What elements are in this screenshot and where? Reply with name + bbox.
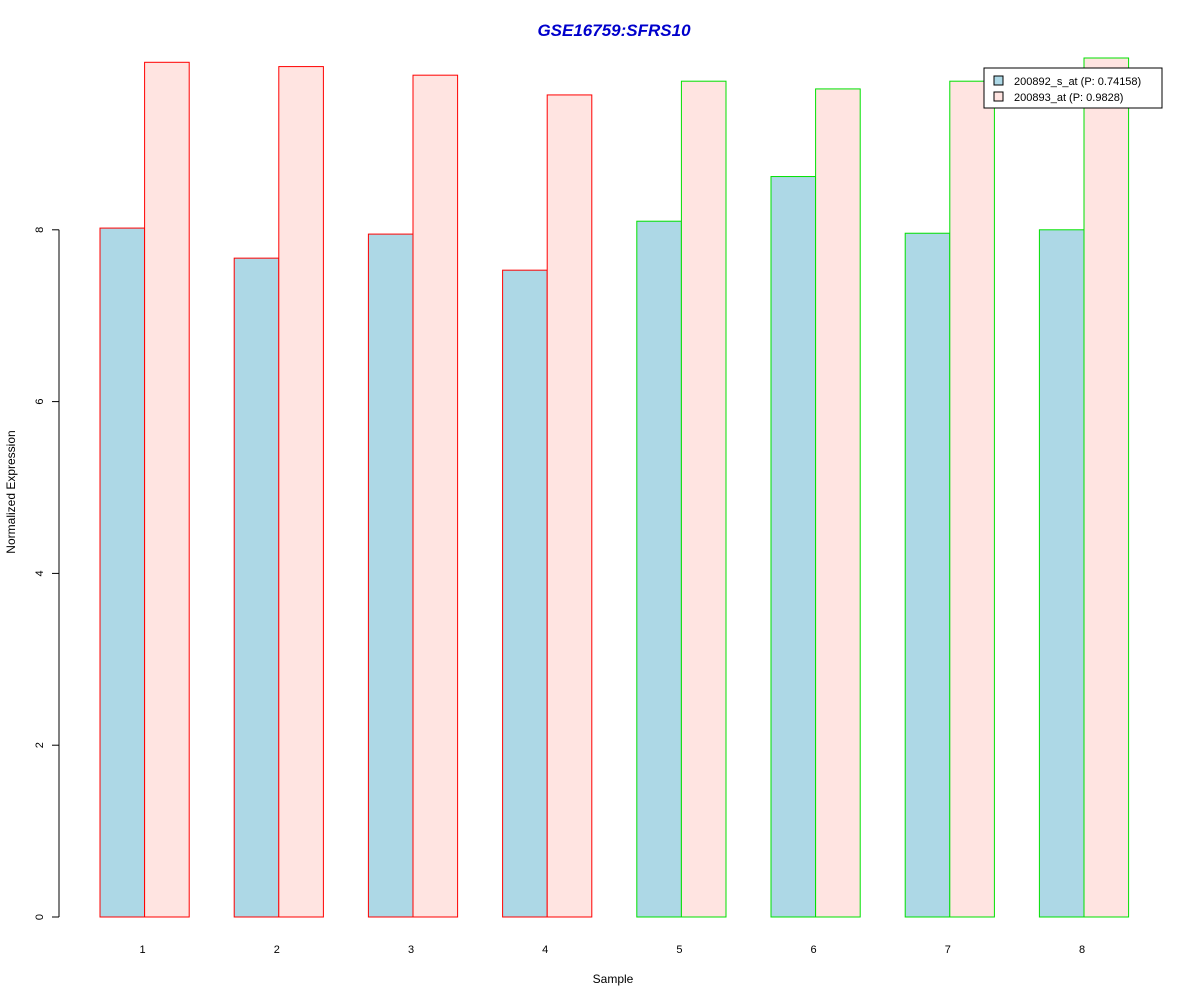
legend: 200892_s_at (P: 0.74158) 200893_at (P: 0.… — [983, 67, 1163, 109]
y-tick-label: 2 — [34, 742, 46, 748]
bar-series2-sample-6 — [815, 88, 861, 918]
x-tick-label: 6 — [811, 944, 817, 956]
x-tick-label: 8 — [1079, 944, 1085, 956]
bar-series1-sample-4 — [502, 269, 548, 918]
bar-series1-sample-1 — [99, 227, 146, 918]
bar-series2-sample-2 — [278, 66, 324, 918]
y-tick-label: 6 — [34, 399, 46, 405]
x-tick-label: 3 — [408, 944, 414, 956]
x-tick-label: 4 — [542, 944, 548, 956]
bar-series2-sample-4 — [546, 94, 593, 918]
bar-series1-sample-7 — [904, 232, 951, 918]
bar-series2-sample-7 — [949, 80, 995, 918]
x-tick-label: 1 — [140, 944, 146, 956]
y-tick-label: 4 — [34, 570, 46, 576]
legend-box — [983, 67, 1163, 109]
bar-series2-sample-8 — [1083, 57, 1130, 918]
bars-layer — [99, 57, 1130, 918]
y-tick-label: 8 — [34, 227, 46, 233]
y-axis-label: Normalized Expression — [4, 430, 18, 553]
x-axis: 1 2 3 4 5 6 7 8 — [140, 944, 1086, 956]
bar-series2-sample-5 — [680, 80, 727, 918]
chart-title: GSE16759:SFRS10 — [537, 21, 691, 40]
bar-series1-sample-6 — [770, 176, 817, 918]
bar-series1-sample-3 — [367, 233, 414, 918]
legend-label-series1: 200892_s_at (P: 0.74158) — [1014, 76, 1141, 88]
bar-series2-sample-3 — [412, 74, 459, 918]
x-axis-label: Sample — [593, 972, 634, 986]
x-tick-label: 7 — [945, 944, 951, 956]
y-axis: 0 2 4 6 8 — [34, 227, 60, 920]
legend-swatch-series1 — [993, 75, 1004, 86]
bar-series1-sample-2 — [233, 257, 280, 918]
bar-series1-sample-5 — [636, 220, 682, 918]
x-tick-label: 2 — [274, 944, 280, 956]
bar-series1-sample-8 — [1038, 229, 1085, 918]
y-tick-label: 0 — [34, 914, 46, 920]
legend-swatch-series2 — [993, 91, 1004, 102]
bar-series2-sample-1 — [144, 61, 190, 918]
legend-label-series2: 200893_at (P: 0.9828) — [1014, 92, 1123, 104]
x-tick-label: 5 — [676, 944, 682, 956]
